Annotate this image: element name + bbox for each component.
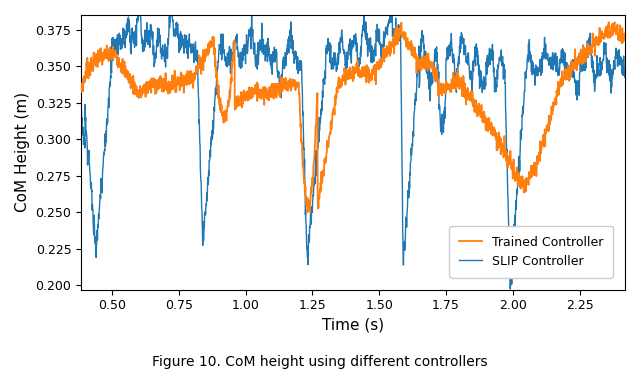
Line: SLIP Controller: SLIP Controller [81,15,625,289]
SLIP Controller [621,75,628,80]
X-axis label: Time (s): Time (s) [322,318,384,333]
SLIP Controller [77,124,85,128]
Y-axis label: CoM Height (m): CoM Height (m) [15,92,30,212]
Trained Controller [303,210,311,214]
SLIP Controller [116,40,124,45]
SLIP Controller [513,188,520,192]
Trained Controller [171,83,179,88]
Trained Controller [523,179,531,184]
Line: Trained Controller: Trained Controller [81,22,625,212]
Trained Controller [242,91,250,96]
Text: Figure 10. CoM height using different controllers: Figure 10. CoM height using different co… [152,355,488,369]
SLIP Controller [506,287,514,291]
SLIP Controller [594,74,602,78]
SLIP Controller [242,48,250,53]
Trained Controller [594,42,602,46]
Trained Controller [77,81,85,86]
SLIP Controller [524,57,531,62]
Trained Controller [513,172,520,176]
SLIP Controller [134,13,141,17]
SLIP Controller [171,29,179,34]
Legend: Trained Controller, SLIP Controller: Trained Controller, SLIP Controller [449,226,613,278]
Trained Controller [116,65,124,69]
Trained Controller [605,20,612,24]
Trained Controller [621,34,628,38]
